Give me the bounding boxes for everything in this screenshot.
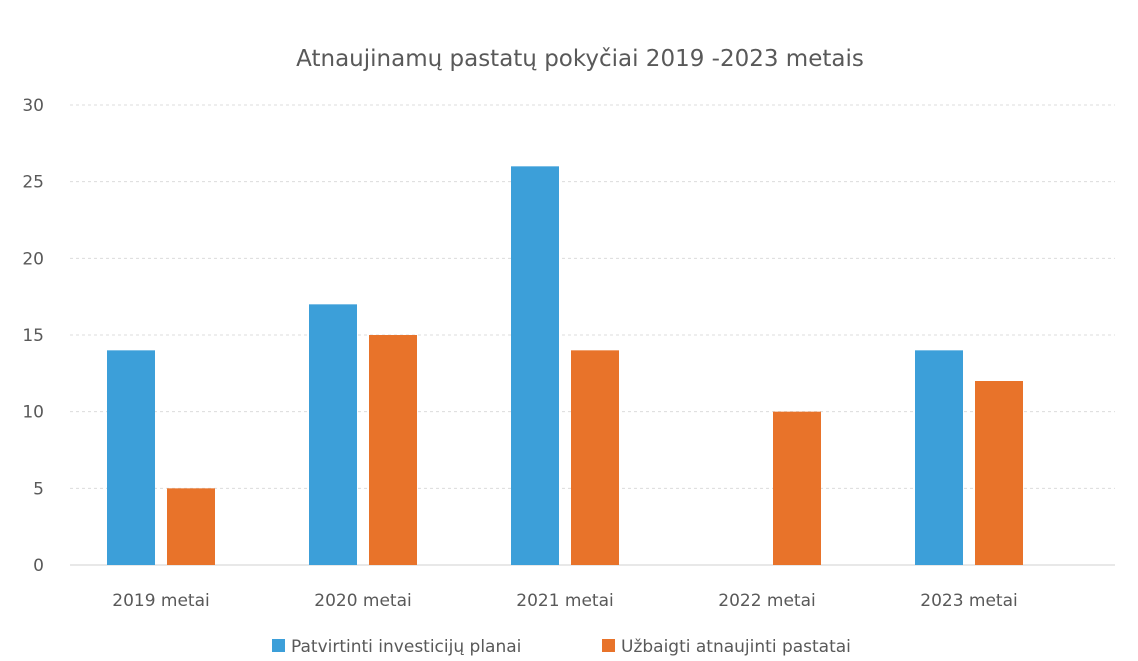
legend-swatch bbox=[602, 639, 615, 652]
bar-investment-plans-4 bbox=[915, 350, 963, 565]
bar-investment-plans-0 bbox=[107, 350, 155, 565]
y-axis-ticks: 0 5 10 15 20 25 30 bbox=[22, 96, 44, 576]
bar-completed-buildings-2 bbox=[571, 350, 619, 565]
bar-investment-plans-2 bbox=[511, 166, 559, 566]
y-tick-label: 5 bbox=[33, 479, 44, 499]
bar-completed-buildings-3 bbox=[773, 411, 821, 565]
gridlines bbox=[70, 104, 1115, 566]
x-category-label: 2020 metai bbox=[314, 591, 412, 611]
bar-completed-buildings-0 bbox=[167, 488, 215, 565]
x-category-label: 2019 metai bbox=[112, 591, 210, 611]
x-category-label: 2022 metai bbox=[718, 591, 816, 611]
bar-completed-buildings-1 bbox=[369, 335, 417, 565]
legend-swatch bbox=[272, 639, 285, 652]
x-category-label: 2021 metai bbox=[516, 591, 614, 611]
bars bbox=[107, 166, 1023, 566]
y-tick-label: 15 bbox=[22, 326, 44, 346]
legend-label: Užbaigti atnaujinti pastatai bbox=[621, 637, 851, 657]
y-tick-label: 20 bbox=[22, 249, 44, 269]
x-axis-labels: 2019 metai 2020 metai 2021 metai 2022 metai… bbox=[112, 591, 1018, 611]
legend: Patvirtinti investicijų planai Užbaigti a… bbox=[272, 637, 851, 657]
bar-investment-plans-1 bbox=[309, 304, 357, 565]
legend-label: Patvirtinti investicijų planai bbox=[291, 637, 521, 657]
y-tick-label: 30 bbox=[22, 96, 44, 116]
y-tick-label: 10 bbox=[22, 403, 44, 423]
y-tick-label: 0 bbox=[33, 556, 44, 576]
bar-completed-buildings-4 bbox=[975, 381, 1023, 565]
chart-title: Atnaujinamų pastatų pokyčiai 2019 -2023 … bbox=[296, 46, 864, 72]
y-tick-label: 25 bbox=[22, 173, 44, 193]
x-category-label: 2023 metai bbox=[920, 591, 1018, 611]
